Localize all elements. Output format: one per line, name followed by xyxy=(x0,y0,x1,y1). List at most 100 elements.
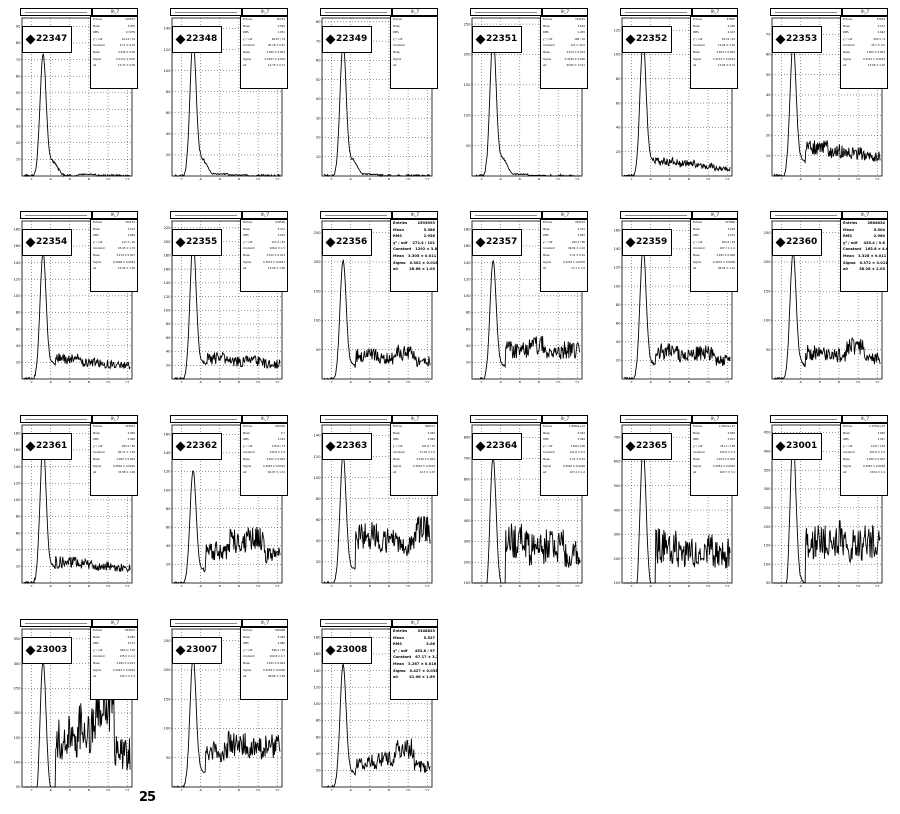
stats-label: χ² / ndf xyxy=(393,648,408,653)
stats-label: a0 xyxy=(393,675,398,680)
histogram-name: lh_7 xyxy=(242,415,288,423)
stats-row: χ² / ndf 1209 / 106 xyxy=(543,444,585,451)
stats-box: Entries 237866 Mean 5.239 RMS 3.072 χ² / ndf 18… xyxy=(690,219,738,292)
x-tick-label: 2 xyxy=(30,789,32,792)
x-tick-label: 10 xyxy=(106,178,111,181)
pad-title-box xyxy=(20,8,92,16)
stats-label: χ² / ndf xyxy=(843,444,853,448)
stats-value: 3.616 xyxy=(577,24,585,28)
stats-value: 49.81 ± 1.10 xyxy=(567,247,585,251)
stats-label: Entries xyxy=(243,221,253,224)
stats-row: Constant 143.8 ± 1.6 xyxy=(243,450,285,457)
x-tick-label: 6 xyxy=(669,178,672,181)
histogram-pad: 2 4 6 8 10 12 50 100 150 200 250 lh_7 22356 Entries 25… xyxy=(310,211,438,383)
stats-box: Entries 2593093 Mean 5.388 RMS 2.956 χ² / ndf 2… xyxy=(390,219,438,292)
stats-row: Entries 219590 xyxy=(243,220,285,227)
stats-value: 435.4 / 9.6 xyxy=(863,240,885,245)
stats-row: χ² / ndf 918.0 / 105 xyxy=(93,648,135,655)
y-tick-label: 120 xyxy=(314,685,322,689)
stats-label: Sigma xyxy=(93,668,102,672)
stats-value: 101.8 / 75 xyxy=(421,444,435,448)
stats-label: Constant xyxy=(393,247,412,252)
y-tick-label: 60 xyxy=(766,53,771,57)
stats-value: 67806 xyxy=(726,18,735,21)
y-tick-label: 250 xyxy=(764,231,772,235)
x-tick-label: 6 xyxy=(519,381,522,384)
stats-row: χ² / ndf 183.8 / 44 xyxy=(693,240,735,247)
y-tick-label: 140 xyxy=(164,281,172,285)
stats-value: 3.291 ± 0.004 xyxy=(266,661,285,665)
histogram-pad: 2 4 6 8 10 12 20 40 60 80 100 120 140 lh_7 22363 Entrie… xyxy=(310,415,438,587)
x-tick-label: 10 xyxy=(556,585,561,588)
stats-label: Sigma xyxy=(543,57,552,61)
y-tick-label: 50 xyxy=(166,756,171,760)
stats-label: Sigma xyxy=(243,464,252,468)
x-tick-label: 10 xyxy=(706,381,711,384)
histogram-series-line xyxy=(323,662,431,788)
plot-frame xyxy=(321,220,433,380)
stats-label: Mean xyxy=(93,635,101,639)
x-tick-label: 10 xyxy=(106,381,111,384)
stats-label: Mean xyxy=(543,253,551,257)
stats-row: a0 41.06 ± 1.69 xyxy=(393,674,435,681)
histogram-series-line xyxy=(623,245,731,380)
stats-value: 219590 xyxy=(275,221,285,224)
stats-value: 27.2 ± 0.24 xyxy=(119,44,135,48)
stats-row: Entries 155152 xyxy=(93,220,135,227)
y-tick-label: 120 xyxy=(314,455,322,459)
stats-label: RMS xyxy=(693,31,699,35)
stats-label: RMS xyxy=(93,642,99,646)
stats-label: Mean xyxy=(693,457,701,461)
stats-label: Mean xyxy=(243,635,251,639)
plot-frame xyxy=(21,424,133,584)
stats-value: 0.7279 xyxy=(125,31,135,35)
stats-row: Constant 35.7 ± 0.5 xyxy=(843,43,885,50)
pad-title-box xyxy=(170,8,242,16)
stats-row: Constant 135.5 ± 1.2 xyxy=(93,654,135,661)
run-number-box: 23008 xyxy=(322,637,372,664)
y-tick-label: 180 xyxy=(14,432,22,436)
stats-row: χ² / ndf 127.2 / 10 xyxy=(93,240,135,247)
stats-value: 157.4 / 61 xyxy=(271,240,285,244)
stats-label: Sigma xyxy=(693,260,702,264)
y-tick-label: 30 xyxy=(766,113,771,117)
stats-row: Mean 3.279 ± 0.007 xyxy=(93,253,135,260)
stats-box: Entries 844803 Mean 6.085 RMS 3.131 χ² / ndf 91… xyxy=(90,627,138,700)
diamond-marker-icon xyxy=(175,441,186,452)
stats-row: Mean 5.7 xyxy=(243,431,285,438)
stats-value: 452.8 / 97 xyxy=(414,648,435,653)
stats-label: Constant xyxy=(843,247,862,252)
stats-value: 93.85 ± 13.41 xyxy=(566,64,585,68)
stats-row: Entries xyxy=(393,17,435,24)
y-tick-label: 140 xyxy=(464,261,472,265)
stats-row: Sigma 0.3049 ± 0.005 xyxy=(543,57,585,64)
x-tick-label: 4 xyxy=(350,585,353,588)
stats-box: Entries 2664834 Mean 5.504 RMS 2.960 χ² / ndf 4… xyxy=(840,219,888,292)
stats-value: 2.413 xyxy=(727,31,735,35)
x-tick-label: 6 xyxy=(819,381,822,384)
y-tick-label: 80 xyxy=(316,20,321,24)
stats-value: 188 / 10 xyxy=(574,37,585,41)
stats-row: Mean 3.284 ± 0.003 xyxy=(693,50,735,57)
histogram-pad: 2 4 6 8 10 12 10 20 30 40 50 60 70 lh_7 22353 Entries 87… xyxy=(760,8,888,180)
stats-row: RMS 3.362 xyxy=(543,437,585,444)
stats-row: Entries 2664834 xyxy=(843,220,885,227)
stats-row: Entries 1.1376e+07 xyxy=(843,424,885,431)
stats-value: 1.1376e+07 xyxy=(868,425,885,428)
stats-row: Constant 93.43 ± 1.70 xyxy=(93,246,135,253)
stats-value: 283.4 / 65 xyxy=(121,444,135,448)
x-tick-label: 10 xyxy=(406,178,411,181)
stats-row: RMS 3.072 xyxy=(693,233,735,240)
stats-label: RMS xyxy=(93,438,99,442)
stats-row: Entries 2593093 xyxy=(393,220,435,227)
stats-label: Constant xyxy=(243,451,255,455)
y-tick-label: 400 xyxy=(614,508,622,512)
stats-row: Sigma 0.3239 ± 0.0035 xyxy=(543,260,585,267)
histogram-name: lh_7 xyxy=(842,415,888,423)
x-tick-label: 12 xyxy=(275,789,280,792)
plot-frame xyxy=(771,17,883,177)
stats-label: Entries xyxy=(93,425,103,428)
diamond-marker-icon xyxy=(175,237,186,248)
x-tick-label: 2 xyxy=(630,585,632,588)
stats-value: 18.19 / 42 xyxy=(721,37,735,41)
